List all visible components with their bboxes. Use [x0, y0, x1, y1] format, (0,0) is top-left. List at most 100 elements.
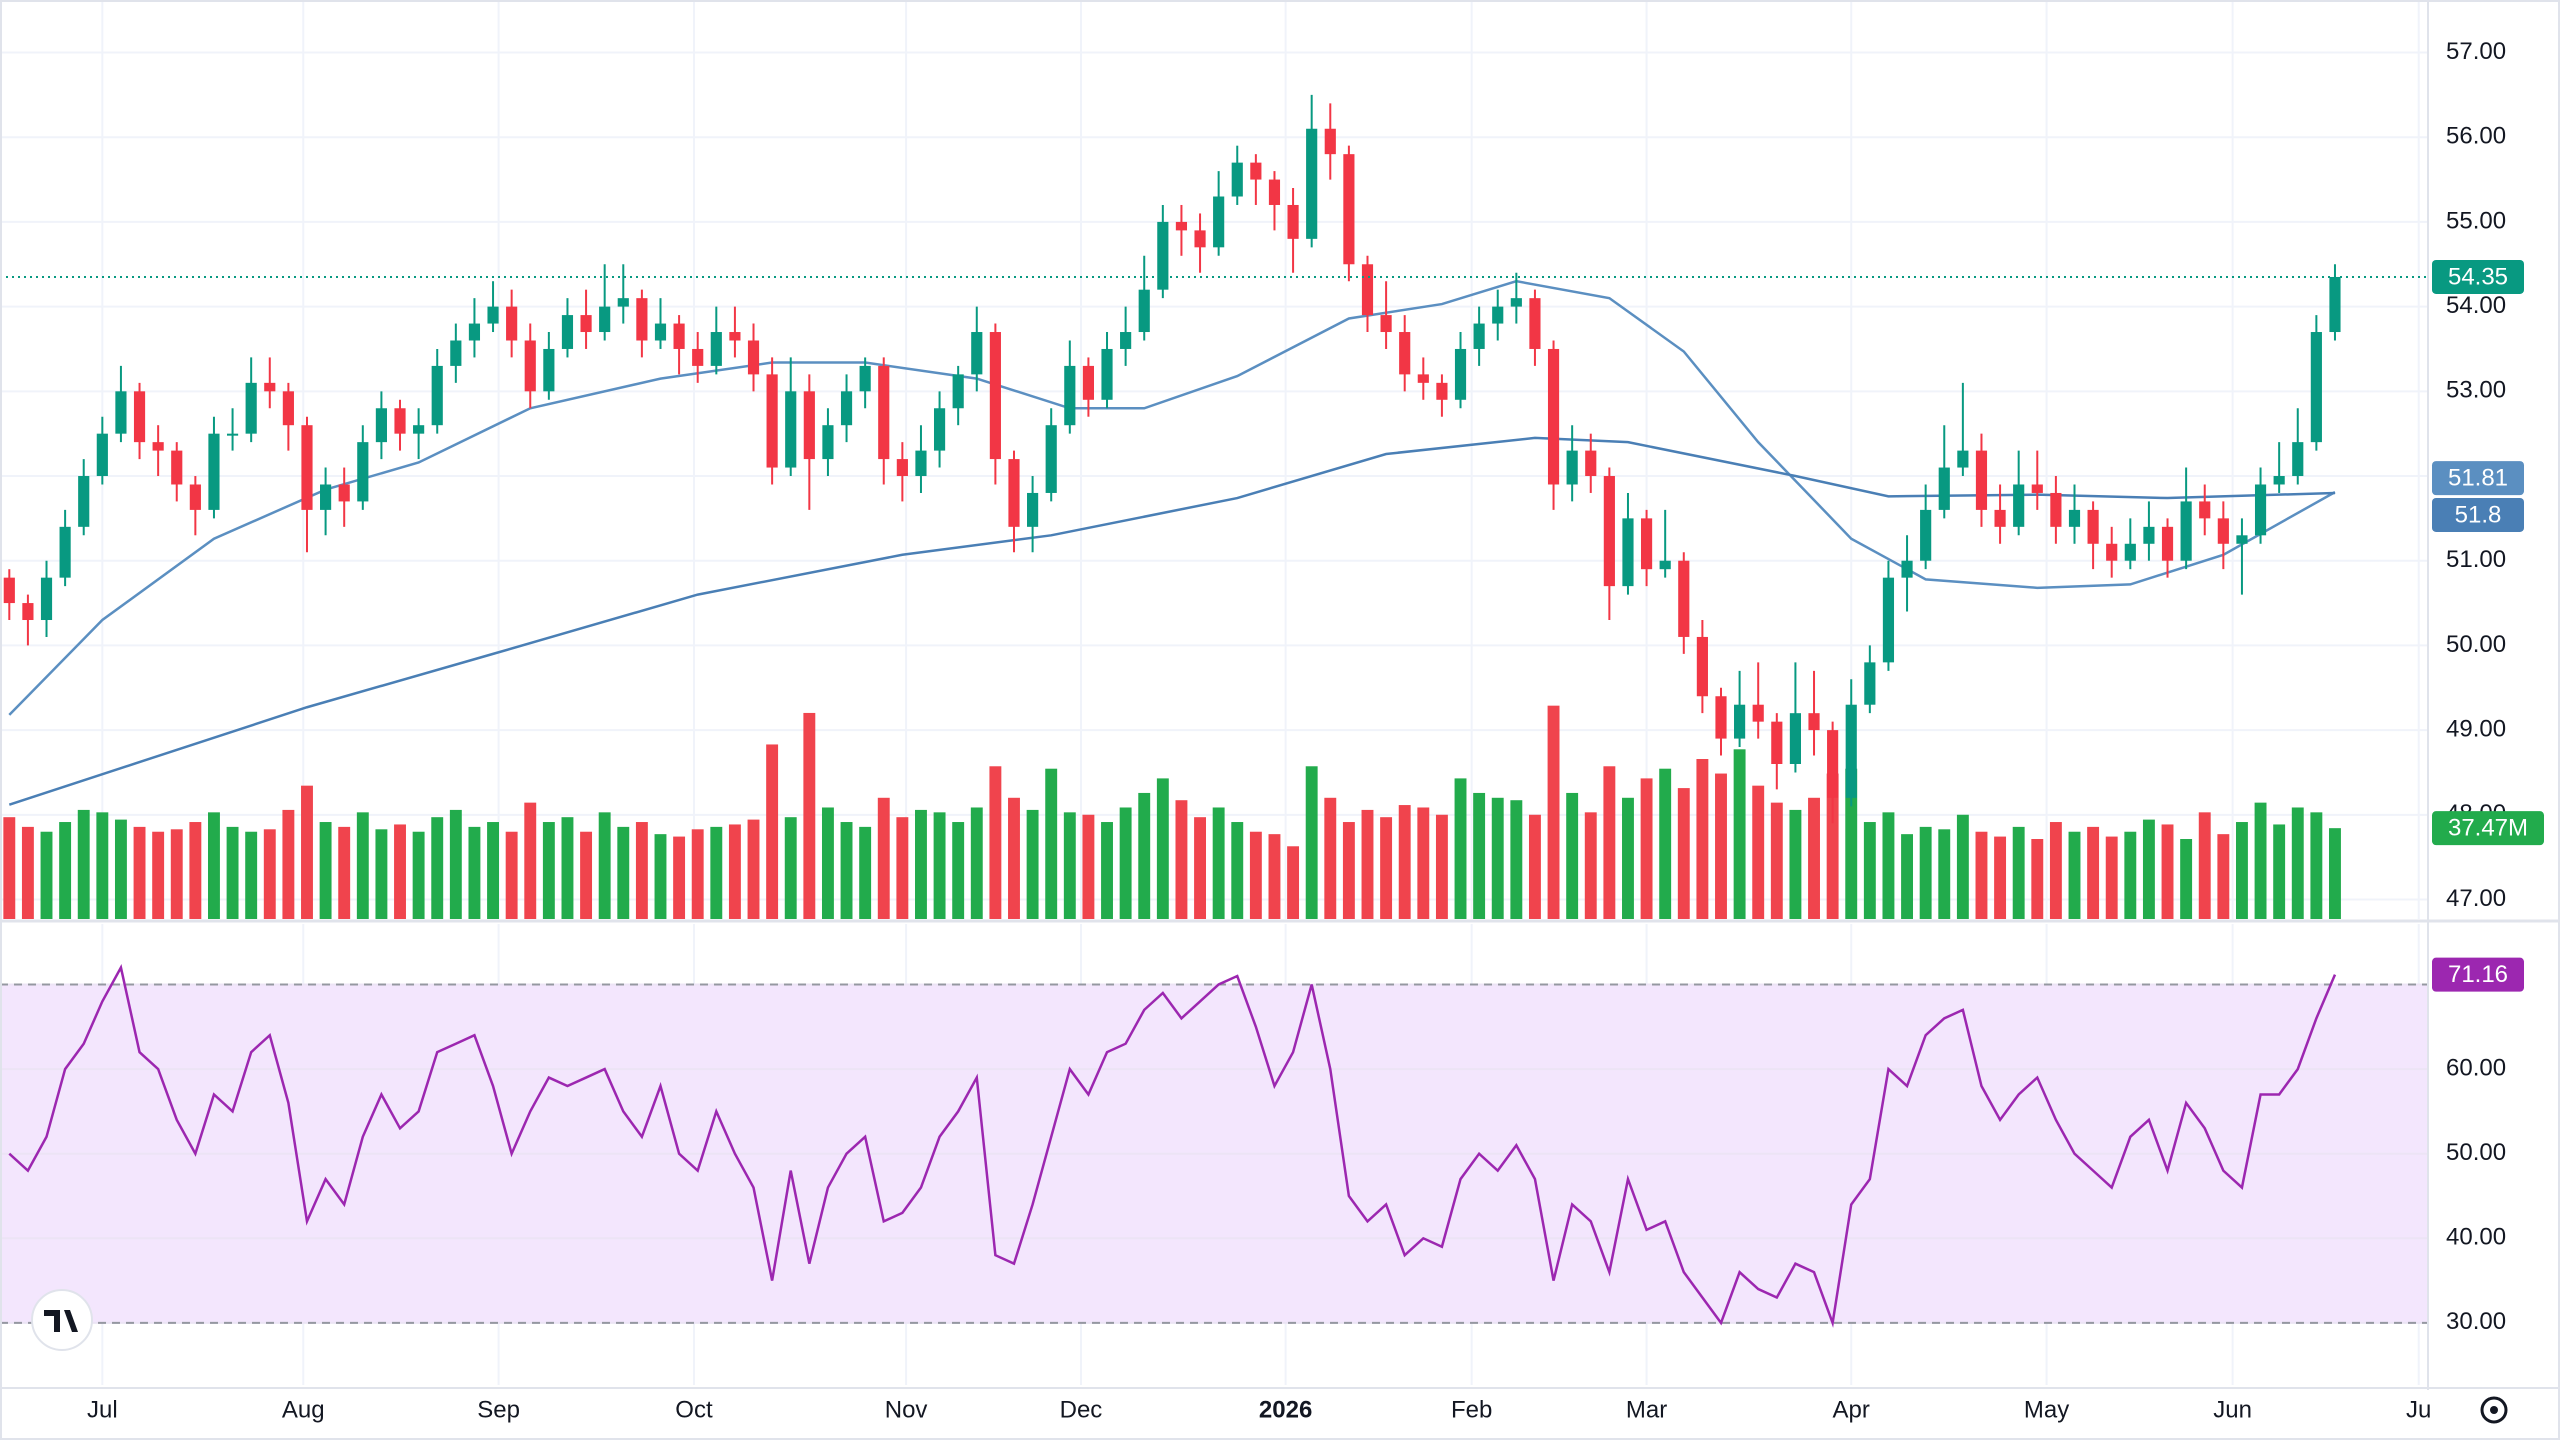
candle-body	[40, 577, 53, 621]
volume-bar	[1380, 817, 1393, 919]
volume-bar	[1398, 805, 1411, 919]
volume-bar	[59, 822, 72, 919]
candle-body	[115, 391, 127, 434]
candle-body	[2217, 518, 2229, 544]
candle-body	[747, 340, 760, 375]
volume-bar	[2329, 828, 2341, 919]
volume-bar	[96, 812, 109, 919]
volume-bar	[1994, 836, 2007, 919]
rsi-tick-label: 40.00	[2446, 1224, 2506, 1251]
candle-body	[320, 484, 332, 510]
candle-body	[133, 391, 146, 443]
candle-body	[338, 484, 350, 502]
settings-button[interactable]	[2480, 1396, 2508, 1424]
volume-bar	[691, 829, 704, 919]
volume-bar	[2161, 824, 2174, 919]
candle-body	[1994, 509, 2006, 527]
candle-body	[282, 391, 294, 426]
x-tick-label: Jun	[2213, 1396, 2252, 1423]
volume-bar	[133, 826, 146, 919]
y-tick-label: 56.00	[2446, 123, 2506, 150]
candle-body	[1492, 306, 1504, 324]
volume-bar	[375, 829, 388, 919]
candle-body	[1566, 450, 1578, 485]
volume-bar	[1640, 778, 1653, 919]
logo-mark	[44, 1310, 78, 1332]
candle-body	[710, 332, 722, 366]
candle-body	[822, 425, 834, 460]
volume-bar	[1249, 831, 1262, 919]
candle-body	[506, 306, 518, 341]
candle-body	[1157, 221, 1169, 290]
candle-body	[2124, 543, 2136, 561]
volume-bar	[1770, 802, 1783, 919]
time-axis	[0, 1388, 2428, 1440]
volume-bar	[1733, 749, 1746, 919]
volume-bar	[2142, 819, 2155, 919]
volume-bar	[728, 824, 741, 919]
rsi-tick-label: 50.00	[2446, 1139, 2506, 1166]
candle-body	[1901, 560, 1913, 578]
candle-body	[1306, 128, 1318, 239]
candle-body	[1268, 179, 1281, 205]
volume-bar	[1863, 822, 1876, 919]
volume-bar	[282, 809, 295, 919]
candle-body	[1845, 704, 1857, 798]
volume-bar	[896, 817, 909, 919]
volume-bar	[431, 817, 444, 919]
volume-bar	[970, 807, 983, 919]
volume-bar	[412, 831, 425, 919]
x-tick-label: Apr	[1833, 1396, 1870, 1423]
x-tick-label: Feb	[1451, 1396, 1492, 1423]
candle-body	[301, 425, 313, 510]
y-tick-label: 54.00	[2446, 292, 2506, 319]
candle-body	[1696, 636, 1708, 697]
volume-bar	[356, 812, 369, 919]
volume-bar	[1547, 705, 1560, 919]
candle-body	[1603, 476, 1615, 587]
volume-bar	[1919, 826, 1932, 919]
candle-body	[1343, 154, 1355, 265]
candle-body	[1547, 348, 1560, 485]
volume-bar	[2105, 836, 2118, 919]
volume-bar	[114, 819, 127, 919]
x-tick-label: Mar	[1626, 1396, 1667, 1423]
candle-body	[1510, 298, 1522, 307]
volume-bar	[263, 829, 276, 919]
volume-bar	[803, 712, 816, 919]
y-tick-label: 53.00	[2446, 377, 2506, 404]
y-tick-label: 57.00	[2446, 38, 2506, 65]
candle-body	[1250, 162, 1262, 180]
candle-body	[2329, 276, 2341, 333]
volume-bar	[2087, 826, 2100, 919]
volume-bar	[1101, 822, 1113, 919]
volume-bar	[1975, 831, 1988, 919]
candle-body	[1734, 704, 1746, 739]
candle-body	[896, 459, 908, 477]
candle-body	[915, 450, 927, 477]
volume-bar	[1417, 807, 1430, 919]
ma-badge: 51.81	[2448, 464, 2508, 491]
volume-bar	[301, 785, 313, 919]
candle-body	[1715, 696, 1727, 739]
candle-body	[2106, 543, 2118, 561]
volume-bar	[2049, 822, 2062, 919]
candle-body	[878, 365, 890, 460]
volume-bar	[542, 822, 555, 919]
y-tick-label: 49.00	[2446, 715, 2506, 742]
last-price-badge: 54.35	[2448, 263, 2508, 290]
candle-body	[375, 408, 387, 443]
candle-body	[1920, 509, 1932, 561]
settings-icon-center	[2490, 1406, 2498, 1414]
x-tick-label: Ju	[2406, 1396, 2431, 1423]
volume-bar	[152, 831, 165, 919]
candle-body	[524, 340, 536, 392]
candle-body	[468, 323, 481, 341]
tv-logo[interactable]	[31, 1289, 93, 1351]
candle-body	[636, 298, 648, 341]
candle-body	[1082, 365, 1094, 400]
volume-bar	[1268, 834, 1281, 919]
volume-bar	[170, 829, 183, 919]
